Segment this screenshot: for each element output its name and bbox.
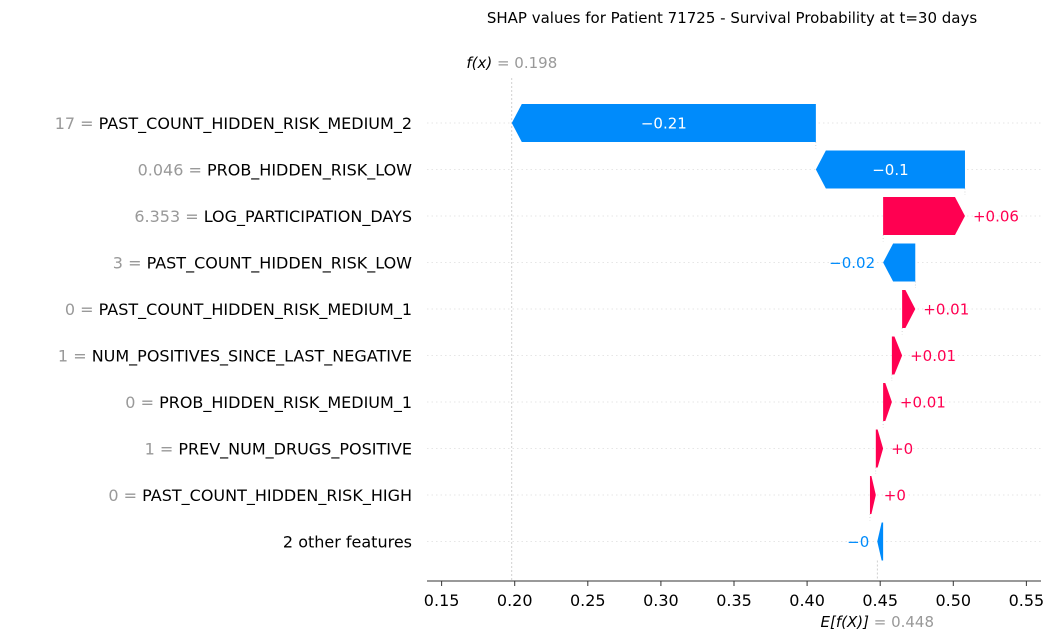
waterfall-bar bbox=[877, 522, 884, 561]
waterfall-bar bbox=[883, 383, 892, 421]
feature-value: 0 = bbox=[125, 393, 159, 412]
bar-value-label: −0.02 bbox=[829, 254, 875, 272]
bar-value-label: +0.01 bbox=[910, 347, 956, 365]
feature-name: PAST_COUNT_HIDDEN_RISK_HIGH bbox=[142, 486, 412, 506]
bars: −0.21 −0.1 +0.06 −0.02 +0.01 +0.01 +0.01 +0 +0 −0 bbox=[511, 104, 1019, 561]
feature-label: 1 = PREV_NUM_DRUGS_POSITIVE bbox=[145, 440, 412, 460]
x-tick-label: 0.45 bbox=[862, 591, 898, 610]
bar-value-label: −0 bbox=[847, 533, 869, 551]
feature-label: 0 = PROB_HIDDEN_RISK_MEDIUM_1 bbox=[125, 393, 412, 413]
waterfall-bar bbox=[511, 104, 816, 142]
feature-name: NUM_POSITIVES_SINCE_LAST_NEGATIVE bbox=[92, 347, 412, 367]
bar-value-label: +0.06 bbox=[973, 208, 1019, 226]
waterfall-bar bbox=[815, 150, 965, 189]
chart-title: SHAP values for Patient 71725 - Survival… bbox=[487, 9, 978, 27]
feature-name: PAST_COUNT_HIDDEN_RISK_MEDIUM_1 bbox=[99, 300, 412, 320]
waterfall-bar bbox=[869, 476, 876, 514]
feature-name: PAST_COUNT_HIDDEN_RISK_MEDIUM_2 bbox=[99, 114, 412, 134]
feature-label: 0.046 = PROB_HIDDEN_RISK_LOW bbox=[138, 161, 413, 181]
bar-value-label: +0 bbox=[891, 440, 913, 458]
bar-value-label: +0.01 bbox=[900, 394, 946, 412]
fx-symbol: f(x) bbox=[466, 54, 492, 72]
feature-name: LOG_PARTICIPATION_DAYS bbox=[204, 207, 412, 227]
x-tick-label: 0.50 bbox=[935, 591, 971, 610]
reference-lines bbox=[511, 78, 966, 581]
bar-value-label: −0.21 bbox=[641, 115, 687, 133]
waterfall-bar bbox=[875, 429, 884, 468]
x-tick-label: 0.55 bbox=[1009, 591, 1045, 610]
feature-label: 17 = PAST_COUNT_HIDDEN_RISK_MEDIUM_2 bbox=[55, 114, 412, 134]
feature-label: 2 other features bbox=[283, 533, 412, 552]
feature-label: 1 = NUM_POSITIVES_SINCE_LAST_NEGATIVE bbox=[58, 347, 412, 367]
waterfall-bar bbox=[883, 197, 965, 235]
efx-value: = 0.448 bbox=[869, 613, 934, 631]
feature-name: PROB_HIDDEN_RISK_MEDIUM_1 bbox=[159, 393, 412, 413]
x-tick-label: 0.40 bbox=[789, 591, 825, 610]
fx-label: f(x) = 0.198 bbox=[466, 54, 557, 72]
feature-value: 0 = bbox=[108, 486, 142, 505]
feature-label: 3 = PAST_COUNT_HIDDEN_RISK_LOW bbox=[113, 254, 412, 274]
feature-value: 1 = bbox=[58, 347, 92, 366]
feature-value: 3 = bbox=[113, 254, 147, 273]
fx-annotation: f(x) = 0.198 bbox=[466, 54, 557, 72]
feature-value: 1 = bbox=[145, 440, 179, 459]
feature-value: 6.353 = bbox=[134, 207, 203, 226]
x-tick-label: 0.30 bbox=[643, 591, 679, 610]
bar-value-label: +0.01 bbox=[923, 301, 969, 319]
bar-value-label: −0.1 bbox=[872, 161, 908, 179]
efx-symbol: E[f(X)] bbox=[821, 613, 870, 631]
feature-label: 6.353 = LOG_PARTICIPATION_DAYS bbox=[134, 207, 412, 227]
feature-value: 0 = bbox=[65, 300, 99, 319]
efx-label: E[f(X)] = 0.448 bbox=[821, 613, 935, 631]
waterfall-bar bbox=[891, 336, 903, 375]
feature-value: 17 = bbox=[55, 114, 99, 133]
feature-value: 0.046 = bbox=[138, 161, 207, 180]
feature-name: PROB_HIDDEN_RISK_LOW bbox=[207, 161, 412, 181]
x-tick-label: 0.25 bbox=[570, 591, 606, 610]
x-tick-label: 0.15 bbox=[424, 591, 460, 610]
x-tick-label: 0.20 bbox=[497, 591, 533, 610]
waterfall-bar bbox=[902, 290, 916, 328]
feature-name: PAST_COUNT_HIDDEN_RISK_LOW bbox=[147, 254, 413, 274]
x-tick-label: 0.35 bbox=[716, 591, 752, 610]
fx-value: = 0.198 bbox=[492, 54, 557, 72]
bar-value-label: +0 bbox=[884, 487, 906, 505]
feature-label: 0 = PAST_COUNT_HIDDEN_RISK_HIGH bbox=[108, 486, 412, 506]
feature-name: PREV_NUM_DRUGS_POSITIVE bbox=[178, 440, 412, 460]
feature-label: 0 = PAST_COUNT_HIDDEN_RISK_MEDIUM_1 bbox=[65, 300, 412, 320]
feature-labels: 17 = PAST_COUNT_HIDDEN_RISK_MEDIUM_2 0.04… bbox=[55, 114, 412, 552]
x-axis: 0.15 0.20 0.25 0.30 0.35 0.40 0.45 0.50 0.55 bbox=[424, 580, 1045, 610]
waterfall-bar bbox=[883, 243, 916, 282]
feature-name: 2 other features bbox=[283, 533, 412, 552]
efx-annotation: E[f(X)] = 0.448 bbox=[821, 613, 935, 631]
